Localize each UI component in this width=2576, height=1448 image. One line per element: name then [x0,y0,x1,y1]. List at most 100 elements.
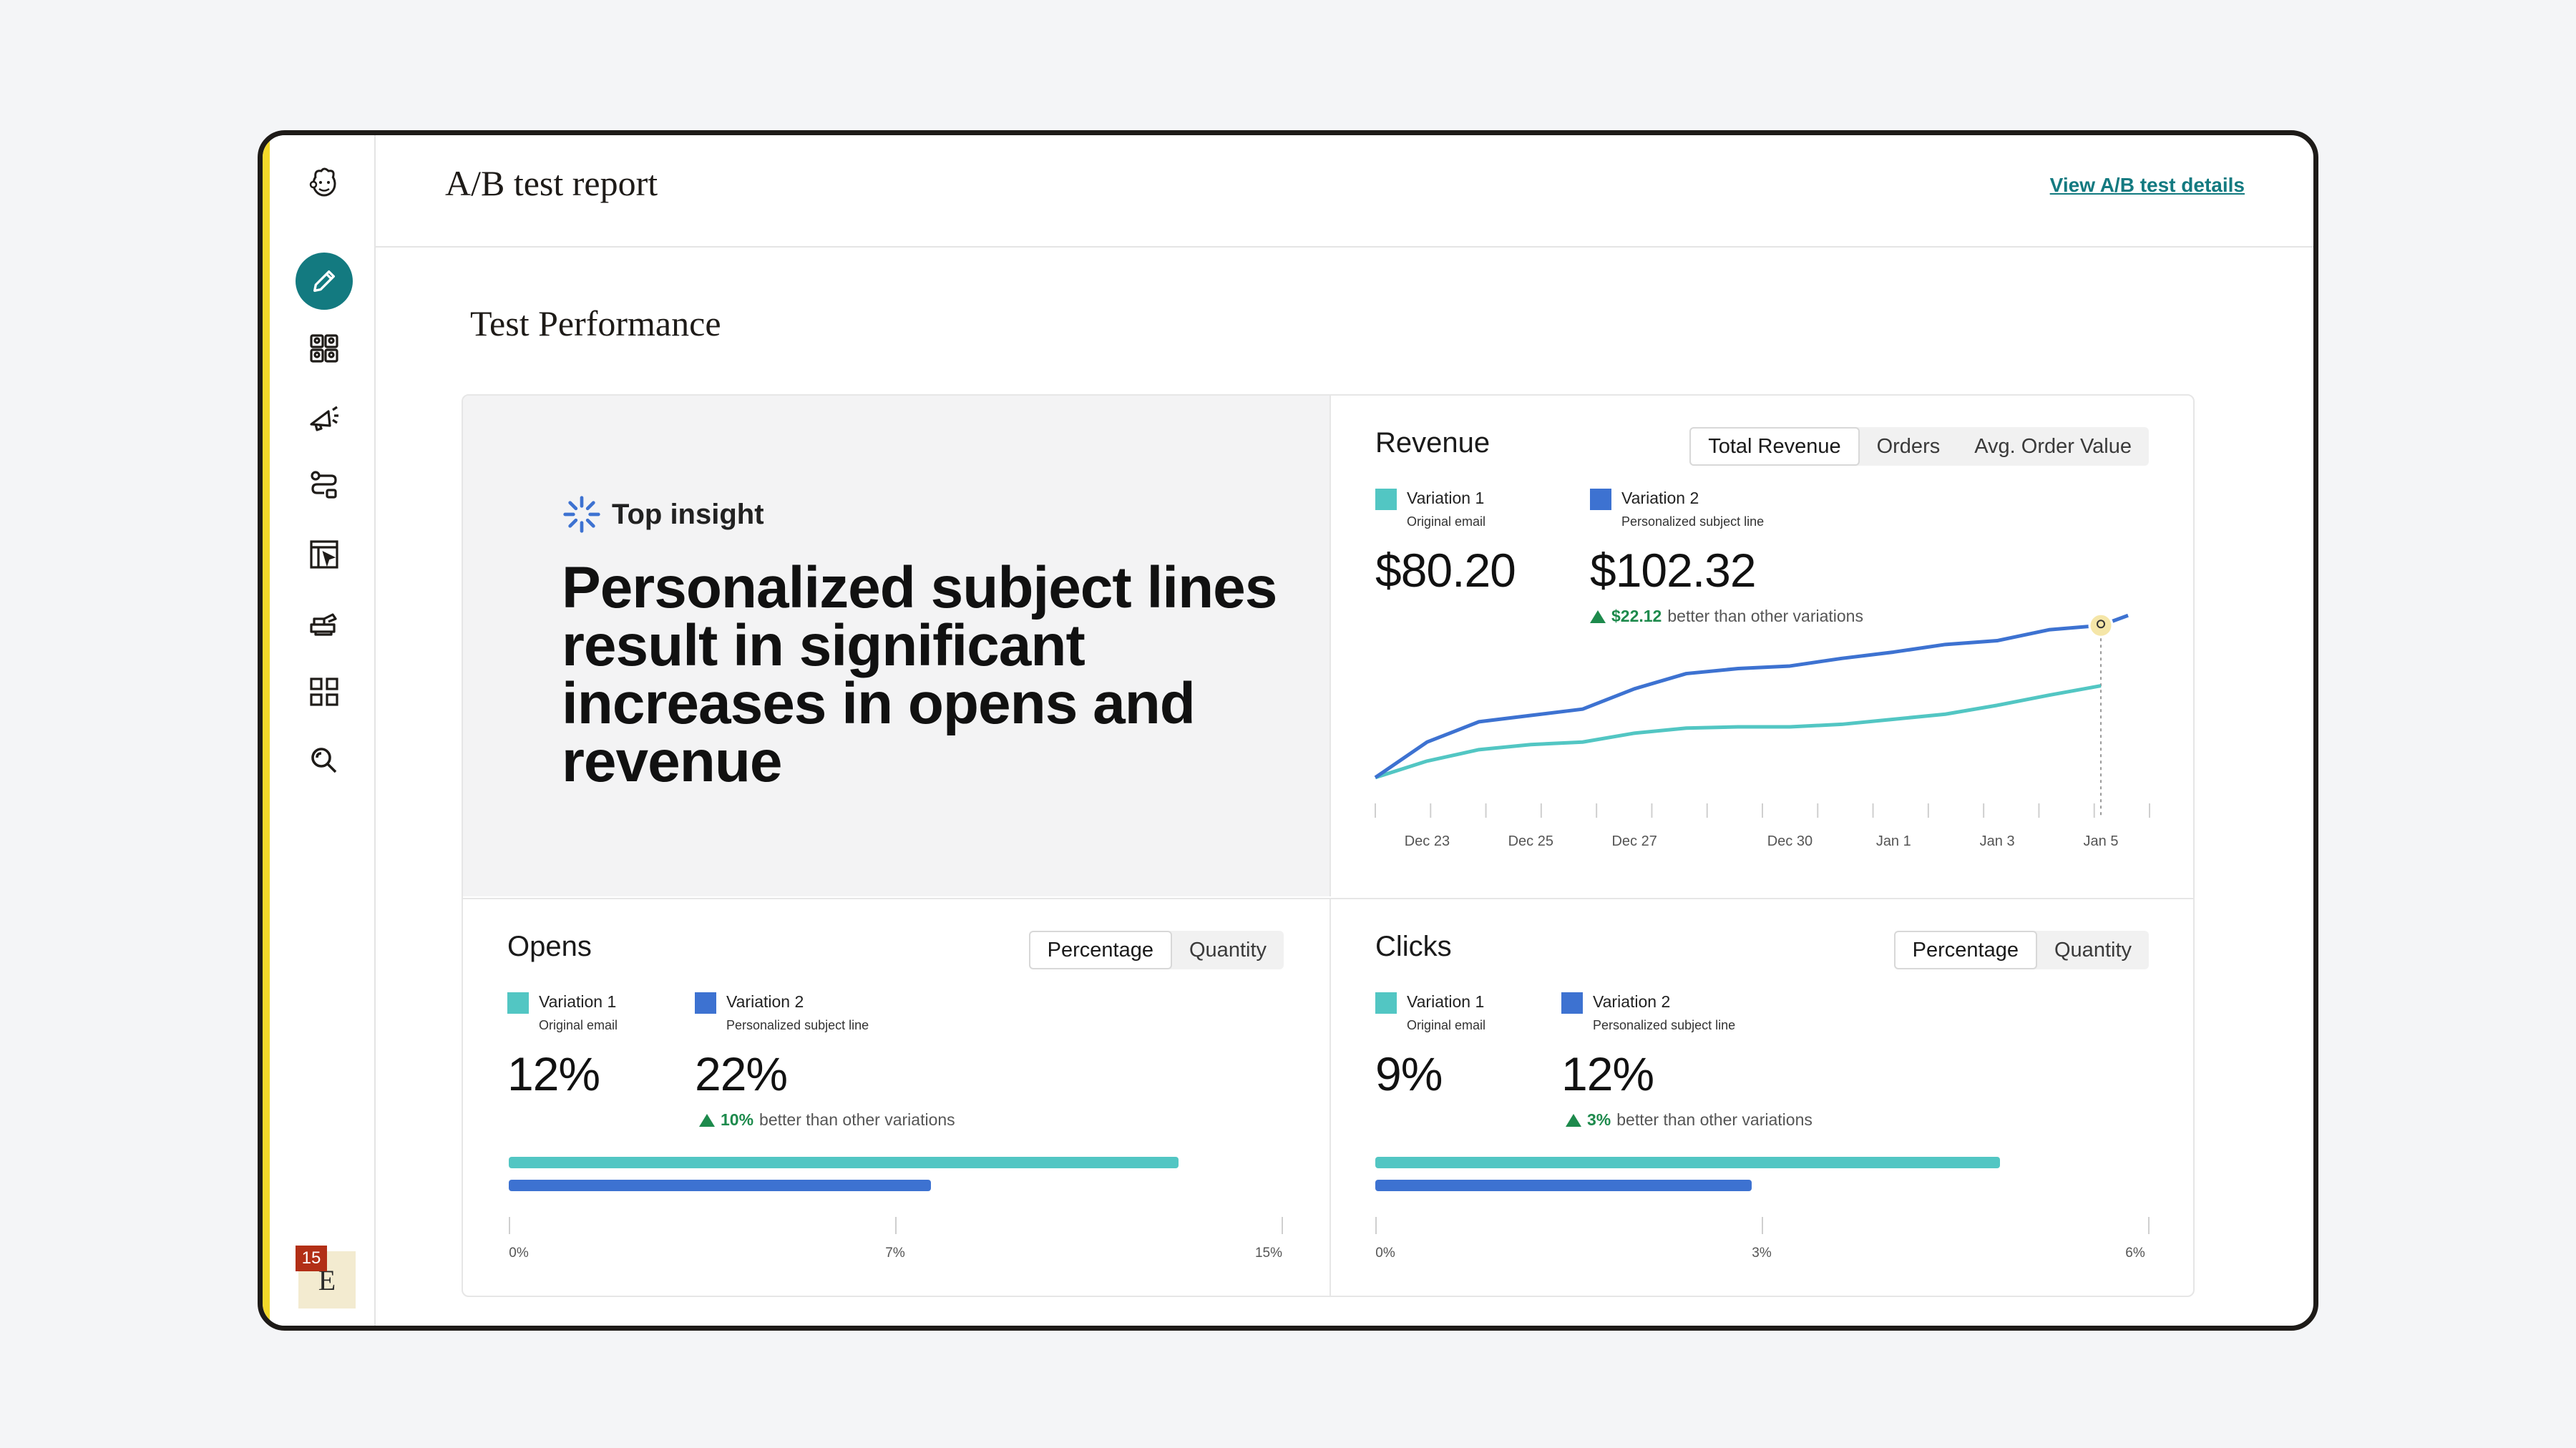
x-tick-label: Jan 1 [1875,833,1911,849]
opens-toggle: Percentage Quantity [1028,931,1284,969]
accent-stripe [263,135,270,1326]
tab-opens-percentage[interactable]: Percentage [1028,931,1172,969]
x-tick-label: Dec 23 [1404,833,1450,849]
top-insight-panel: Top insight Personalized subject lines r… [463,396,1331,896]
variation-1-name: Variation 1 [539,992,617,1011]
automation-flow-icon [311,471,337,499]
revenue-delta: $22.12 better than other variations [1590,607,1863,626]
megaphone-icon [310,406,338,431]
revenue-title: Revenue [1375,427,1491,459]
create-button[interactable] [296,253,353,310]
variation-2-swatch [1561,992,1583,1014]
variation-2-sub: Personalized subject line [1621,514,1765,529]
header: A/B test report View A/B test details [376,135,2313,248]
tab-clicks-percentage[interactable]: Percentage [1893,931,2037,969]
variation-2-name: Variation 2 [1621,489,1699,507]
clicks-panel: Clicks Percentage Quantity Variation 1 O… [1331,898,2193,1296]
bar-variation-1 [509,1157,1179,1168]
variation-1-name: Variation 1 [1407,992,1485,1011]
avatar[interactable]: E 15 [296,1246,356,1308]
sparkle-icon [563,496,600,533]
variation-1-value: $80.20 [1375,544,1516,597]
x-tick-label: Jan 5 [2083,833,2119,849]
opens-delta-text: better than other variations [759,1110,955,1129]
variation-1-swatch [1375,992,1397,1014]
website-button[interactable] [298,529,350,580]
integrations-button[interactable] [298,666,350,718]
app-window: E 15 A/B test report View A/B test detai… [258,130,2318,1331]
opens-title: Opens [507,931,592,962]
up-arrow-icon [699,1113,715,1127]
bar-variation-1 [1375,1157,2000,1168]
x-tick-label: 0% [1375,1246,1395,1261]
x-tick-label: 15% [1254,1246,1283,1261]
opens-delta: 10% better than other variations [699,1110,955,1130]
opens-delta-value: 10% [721,1110,754,1129]
variation-2-swatch [1590,489,1611,510]
variation-2-swatch [695,992,716,1014]
tab-opens-quantity[interactable]: Quantity [1189,938,1267,962]
mailchimp-logo-icon[interactable] [296,154,353,211]
tab-orders[interactable]: Orders [1876,434,1941,458]
campaigns-button[interactable] [298,391,350,443]
audience-button[interactable] [298,323,350,374]
bulb-icon [2097,620,2105,629]
variation-1-swatch [1375,489,1397,510]
notification-badge: 15 [296,1246,327,1271]
up-arrow-icon [1590,610,1606,623]
x-tick-label: 6% [2125,1246,2145,1261]
bar-variation-2 [509,1180,932,1191]
variation-2-value: $102.32 [1590,544,1757,597]
x-axis-tick [895,1217,897,1234]
revenue-line-chart [1374,612,2150,818]
variation-1-sub: Original email [1407,514,1486,529]
variation-2-name: Variation 2 [726,992,804,1011]
top-insight-label: Top insight [562,494,764,534]
insight-headline: Personalized subject lines result in sig… [562,555,1277,794]
series-line-variation-1 [1375,684,2102,780]
up-arrow-icon [1566,1113,1581,1127]
page-title: A/B test report [445,163,658,203]
section-title: Test Performance [470,303,721,343]
variation-2-name: Variation 2 [1593,992,1671,1011]
search-button[interactable] [298,735,350,786]
clicks-title: Clicks [1375,931,1452,962]
variation-1-value: 9% [1375,1047,1443,1100]
variation-1-name: Variation 1 [1407,489,1485,507]
x-tick-label: Dec 27 [1611,833,1657,849]
variation-2-value: 12% [1561,1047,1654,1100]
x-axis-tick [1762,1217,1763,1234]
view-test-details-link[interactable]: View A/B test details [2049,174,2245,196]
x-tick-label: 7% [885,1246,905,1261]
tab-avg-order-value[interactable]: Avg. Order Value [1974,434,2132,458]
revenue-toggle: Total Revenue Orders Avg. Order Value [1689,427,2149,466]
variation-1-sub: Original email [539,1018,618,1032]
website-cursor-icon [310,540,338,569]
content-button[interactable] [298,597,350,649]
grid-icon [310,677,338,706]
tab-clicks-quantity[interactable]: Quantity [2054,938,2132,962]
variation-1-swatch [507,992,529,1014]
pencil-icon [313,270,335,292]
tab-total-revenue[interactable]: Total Revenue [1689,427,1860,466]
audience-icon [310,334,338,363]
insight-label-text: Top insight [612,498,764,530]
clicks-toggle: Percentage Quantity [1893,931,2149,969]
clicks-delta-value: 3% [1587,1110,1611,1129]
revenue-delta-value: $22.12 [1611,607,1662,625]
variation-2-value: 22% [695,1047,788,1100]
performance-card: Top insight Personalized subject lines r… [462,394,2195,1297]
x-tick-label: Jan 3 [1979,833,2015,849]
x-tick-label: 3% [1752,1246,1772,1261]
automations-button[interactable] [298,460,350,512]
sidebar: E 15 [270,135,376,1326]
x-tick-label: Dec 25 [1508,833,1553,849]
highlight-marker-icon[interactable] [2088,612,2114,638]
x-axis-tick [1375,1217,1377,1234]
bar-variation-2 [1375,1180,1752,1191]
clicks-delta: 3% better than other variations [1566,1110,1813,1130]
x-axis-tick [1282,1217,1283,1234]
x-axis-tick [509,1217,510,1234]
variation-1-value: 12% [507,1047,600,1100]
variation-2-sub: Personalized subject line [1593,1018,1736,1032]
